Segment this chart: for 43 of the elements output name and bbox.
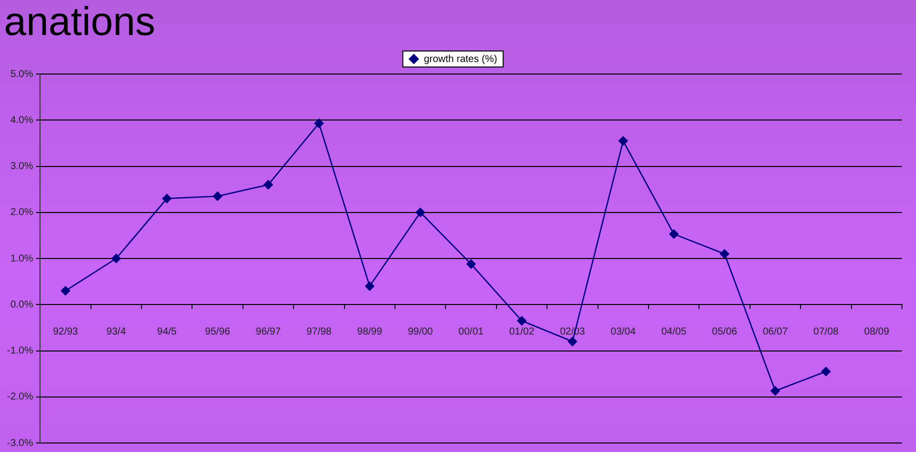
point xyxy=(517,316,526,326)
point xyxy=(365,282,374,291)
point xyxy=(162,194,172,204)
chart-title: anations xyxy=(4,0,156,44)
point xyxy=(821,366,831,376)
legend-label: growth rates (%) xyxy=(424,54,498,65)
x-tick-label: 95/96 xyxy=(205,326,231,338)
y-tick-label: 1.0% xyxy=(10,253,34,264)
point xyxy=(669,229,679,239)
x-tick-label: 07/08 xyxy=(813,326,839,338)
y-tick-label: -2.0% xyxy=(7,392,34,403)
y-tick-label: 2.0% xyxy=(10,207,34,218)
point xyxy=(212,192,222,201)
x-tick-label: 06/07 xyxy=(762,326,788,338)
point xyxy=(618,136,628,146)
y-tick-label: 4.0% xyxy=(10,114,34,126)
point xyxy=(416,208,426,218)
x-tick-label: 96/97 xyxy=(256,326,282,338)
point xyxy=(60,286,70,296)
point xyxy=(466,259,476,269)
x-tick-label: 04/05 xyxy=(661,326,687,338)
point xyxy=(720,249,730,259)
point xyxy=(770,386,780,396)
x-tick-label: 01/02 xyxy=(509,326,535,338)
x-tick-label: 05/06 xyxy=(712,326,738,338)
x-tick-label: 97/98 xyxy=(306,326,332,338)
y-tick-label: 0.0% xyxy=(10,299,34,310)
x-tick-label: 93/4 xyxy=(106,326,126,338)
x-tick-label: 92/93 xyxy=(52,326,78,338)
x-tick-label: 94/5 xyxy=(157,326,178,338)
x-tick-label: 99/00 xyxy=(408,326,434,338)
x-tick-label: 98/99 xyxy=(357,326,383,338)
y-tick-label: -3.0% xyxy=(7,438,34,449)
point xyxy=(264,180,273,190)
y-tick-label: -1.0% xyxy=(7,346,34,356)
point xyxy=(112,254,121,264)
y-tick-label: 3.0% xyxy=(10,161,34,172)
y-tick-label: 5.0% xyxy=(10,68,34,80)
x-tick-label: 03/04 xyxy=(610,326,636,338)
point xyxy=(314,118,324,128)
point xyxy=(568,336,578,346)
x-tick-label: 00/01 xyxy=(458,326,484,338)
x-tick-label: 08/09 xyxy=(864,326,890,338)
